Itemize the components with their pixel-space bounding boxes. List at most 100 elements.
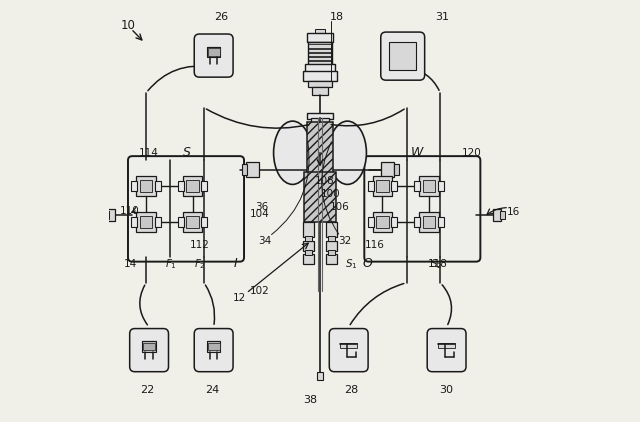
Bar (391, 181, 397, 191)
Bar (381, 162, 394, 177)
Text: 100: 100 (321, 189, 340, 199)
Bar (317, 372, 323, 380)
Bar (308, 57, 332, 60)
Bar (136, 212, 156, 232)
Text: S: S (183, 146, 191, 159)
Text: 110: 110 (120, 206, 140, 216)
FancyBboxPatch shape (195, 329, 233, 372)
Text: 38: 38 (303, 395, 317, 405)
FancyBboxPatch shape (381, 32, 425, 80)
Ellipse shape (328, 121, 367, 184)
Text: 16: 16 (507, 207, 520, 217)
Text: 106: 106 (330, 202, 349, 212)
Bar (142, 341, 156, 352)
Bar (183, 212, 202, 232)
Text: $S_2$: $S_2$ (430, 257, 443, 271)
Text: 31: 31 (435, 12, 449, 22)
Bar (131, 181, 137, 191)
Text: 102: 102 (250, 286, 270, 296)
Text: 30: 30 (440, 385, 454, 395)
Bar (438, 217, 444, 227)
Text: 34: 34 (259, 235, 272, 246)
Bar (303, 254, 314, 264)
Bar (242, 164, 247, 175)
Text: 112: 112 (190, 240, 210, 250)
Bar (308, 81, 332, 87)
Bar (155, 181, 161, 191)
Bar (414, 217, 420, 227)
Text: 28: 28 (344, 385, 359, 395)
Text: 104: 104 (250, 209, 269, 219)
Bar (376, 216, 388, 228)
Text: 118: 118 (428, 259, 448, 269)
Text: 108: 108 (314, 176, 334, 187)
Bar (143, 343, 155, 350)
Bar (202, 217, 207, 227)
Bar (328, 250, 335, 255)
Text: 10: 10 (121, 19, 136, 32)
Bar (326, 254, 337, 264)
Bar (208, 48, 220, 56)
Text: 114: 114 (139, 148, 159, 158)
Bar (414, 181, 420, 191)
FancyBboxPatch shape (195, 34, 233, 77)
Bar (307, 33, 333, 42)
Bar (131, 217, 137, 227)
Bar (208, 343, 220, 350)
Text: $F_2$: $F_2$ (194, 257, 205, 271)
Bar (308, 44, 332, 48)
Bar (326, 222, 337, 237)
Bar (207, 341, 220, 352)
Text: O: O (363, 257, 372, 270)
Bar (202, 181, 207, 191)
Text: 120: 120 (462, 148, 482, 158)
Bar (104, 211, 109, 219)
Bar (389, 42, 416, 70)
FancyBboxPatch shape (130, 329, 168, 372)
Bar (310, 118, 330, 124)
Bar (438, 181, 444, 191)
Bar (304, 172, 336, 222)
Bar (186, 216, 199, 228)
Bar (316, 124, 324, 128)
Bar (372, 176, 392, 196)
Bar (207, 47, 220, 57)
Bar (419, 176, 438, 196)
Bar (326, 241, 337, 251)
Bar (315, 29, 325, 34)
Bar (368, 217, 374, 227)
FancyBboxPatch shape (128, 156, 244, 262)
Text: $S_1$: $S_1$ (346, 257, 358, 271)
Bar (368, 181, 374, 191)
Bar (328, 236, 335, 241)
Bar (186, 180, 199, 192)
Bar (178, 217, 184, 227)
Text: 24: 24 (205, 385, 220, 395)
Bar (419, 212, 438, 232)
Bar (108, 209, 115, 221)
Bar (438, 343, 455, 348)
Bar (493, 209, 500, 221)
Bar (303, 71, 337, 81)
Bar (305, 236, 312, 241)
Bar (136, 176, 156, 196)
Bar (140, 216, 152, 228)
FancyBboxPatch shape (427, 329, 466, 372)
Text: 26: 26 (214, 12, 228, 22)
Bar (303, 222, 314, 237)
Bar (303, 241, 314, 251)
Text: $F_1$: $F_1$ (166, 257, 177, 271)
FancyBboxPatch shape (364, 156, 481, 262)
Bar (312, 87, 328, 95)
Bar (340, 343, 357, 348)
Bar (308, 53, 332, 56)
Text: I: I (234, 257, 237, 270)
Text: W: W (411, 146, 423, 159)
Text: 22: 22 (140, 385, 154, 395)
Bar (422, 180, 435, 192)
Text: 116: 116 (365, 240, 385, 250)
Bar (178, 181, 184, 191)
Text: 14: 14 (124, 259, 137, 269)
Text: 12: 12 (233, 292, 246, 303)
FancyBboxPatch shape (330, 329, 368, 372)
